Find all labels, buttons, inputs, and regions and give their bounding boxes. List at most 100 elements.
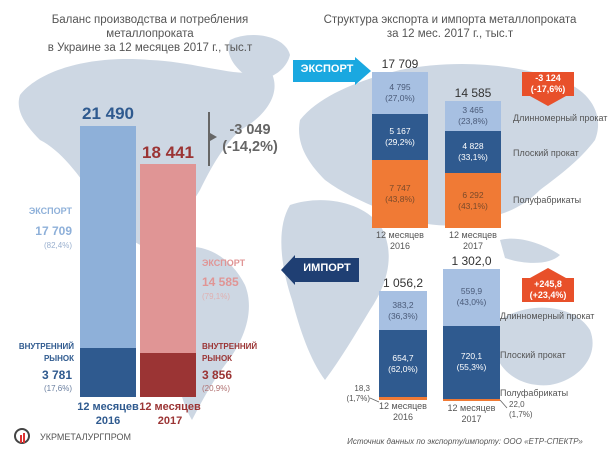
import-segment-long: 559,9 (43,0%) [443,269,500,326]
export-segment-long: 3 465 (23,8%) [445,101,501,132]
import-segment-pct: (36,3%) [388,310,418,321]
period-2016-label: 12 месяцев 2016 [72,400,144,428]
import-category-flat: Плоский прокат [500,350,566,360]
export-segment-label-long: 4 795 (27,0%) [372,82,428,104]
export-arrow [293,57,371,85]
export-segment-flat: 5 167 (29,2%) [372,114,428,160]
import-2017-semi-pct: (1,7%) [509,410,533,419]
domestic-2016-label-1: ВНУТРЕННИЙ [18,342,74,351]
export-category-semi: Полуфабрикаты [513,195,582,205]
logo-icon [14,428,30,444]
import-segment-value: 559,9 [460,286,483,297]
export-bar-2017: 3 465 (23,8%) 4 828 (33,1%) 6 292 (43,1%) [445,101,501,228]
export-bar-2016: 4 795 (27,0%) 5 167 (29,2%) 7 747 (43,8%) [372,72,428,228]
import-segment-label-flat: 720,1 (55,3%) [443,351,500,373]
import-2017-semi-label: 22,0 (1,7%) [509,400,549,420]
import-segment-label-long: 559,9 (43,0%) [443,286,500,308]
export-period-label: 12 месяцев 2016 [362,230,438,252]
left-title-line2: в Украине за 12 месяцев 2017 г., тыс.т [47,42,253,54]
import-period-line1: 12 месяцев [447,403,496,413]
change-arrow-icon [210,133,217,141]
export-change-badge [522,72,574,106]
import-segment-flat: 720,1 (55,3%) [443,325,500,399]
import-segment-label-long: 383,2 (36,3%) [379,300,427,322]
period-2017-line2: 2017 [157,415,183,427]
import-change-value: +245,8 [534,279,562,289]
export-period-line2: 2017 [462,241,484,251]
import-segment-semi [443,398,500,402]
import-segment-long: 383,2 (36,3%) [379,291,427,331]
import-period-label: 12 месяцев 2017 [433,403,510,425]
export-category-long: Длинномерный прокат [513,113,608,123]
import-change-text: +245,8 (+23,4%) [522,279,574,301]
import-arrow [281,255,359,285]
map-indonesia [500,238,560,263]
up-arrow-icon [522,268,574,302]
export-change-pct: (-17,6%) [530,84,566,94]
left-change-pct: (-14,2%) [222,139,278,155]
right-title-line2: за 12 мес. 2017 г., тыс.т [386,28,514,40]
export-segment-label-semi: 7 747 (43,8%) [372,183,428,205]
export-segment-value: 4 795 [389,82,411,93]
export-2017-pct: (79,1%) [202,292,231,301]
total-2017-label: 18 441 [142,143,194,162]
import-segment-pct: (62,0%) [388,363,418,374]
export-period-line1: 12 месяцев [449,230,497,240]
logo-bar-1 [20,435,22,443]
down-arrow-icon [522,72,574,106]
import-period-line2: 2017 [461,414,482,424]
import-segment-label-flat: 654,7 (62,0%) [379,353,427,375]
export-period-line1: 12 месяцев [376,230,424,240]
right-chart-title: Структура экспорта и импорта металлопрок… [320,13,580,41]
import-change-badge [522,268,574,302]
export-segment-value: 3 465 [462,105,484,116]
export-2016-value: 17 709 [35,224,72,238]
export-period-label: 12 месяцев 2017 [435,230,511,252]
export-total-label: 14 585 [454,86,492,100]
bar-2016-export [80,126,136,348]
leader-line-2016 [369,397,380,403]
export-arrow-label: ЭКСПОРТ [300,63,354,75]
export-segment-value: 4 828 [462,141,484,152]
import-segment-value: 720,1 [460,351,483,362]
map-africa [281,200,389,380]
import-segment-pct: (43,0%) [456,297,487,308]
change-bracket-line [208,112,210,166]
import-arrow-label: ИМПОРТ [303,262,351,274]
import-segment-semi [379,397,427,400]
domestic-2017-label: ВНУТРЕННИЙ РЫНОК [202,341,272,365]
domestic-2017-label-1: ВНУТРЕННИЙ [202,342,258,351]
bar-2017-domestic [140,353,196,397]
import-2016-semi-label: 18,3 (1,7%) [330,384,370,404]
export-segment-label-long: 3 465 (23,8%) [445,105,501,127]
logo-text: УКРМЕТАЛУРГПРОМ [40,432,132,442]
export-2016-pct: (82,4%) [43,241,72,250]
import-segment-value: 654,7 [392,352,414,363]
export-arrow-shape [293,57,371,85]
left-change-value: -3 049 [229,122,271,138]
export-segment-long: 4 795 (27,0%) [372,72,428,115]
import-period-line1: 12 месяцев [379,401,427,411]
export-segment-pct: (33,1%) [458,152,488,163]
export-segment-flat: 4 828 (33,1%) [445,131,501,174]
import-change-pct: (+23,4%) [529,290,567,300]
period-2016-line1: 12 месяцев [77,401,139,413]
right-title-line1: Структура экспорта и импорта металлопрок… [323,14,577,26]
map-north-america [18,59,275,250]
import-bar-2016: 383,2 (36,3%) 654,7 (62,0%) [379,291,427,400]
domestic-2016-label: ВНУТРЕННИЙ РЫНОК [12,341,74,365]
period-2017-label: 12 месяцев 2017 [134,400,206,428]
import-segment-value: 383,2 [392,299,414,310]
import-segment-pct: (55,3%) [456,362,487,373]
export-segment-pct: (23,8%) [458,116,488,127]
domestic-2016-pct: (17,6%) [43,384,72,393]
total-2016-label: 21 490 [82,104,134,123]
import-period-label: 12 месяцев 2016 [369,401,437,423]
import-category-long: Длинномерный прокат [500,311,595,321]
export-segment-pct: (29,2%) [385,136,415,147]
export-period-line2: 2016 [389,241,411,251]
period-2016-line2: 2016 [95,415,121,427]
export-2017-label: ЭКСПОРТ [202,258,246,268]
import-segment-flat: 654,7 (62,0%) [379,330,427,398]
